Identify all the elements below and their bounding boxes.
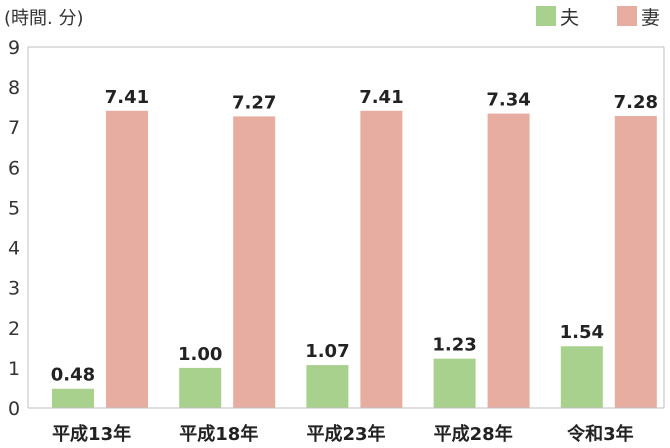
data-label: 7.41 [105,87,149,108]
data-labels: 0.48 7.41 1.00 7.27 1.07 7.41 1.23 7.34 1.54 7.28 [51,87,658,386]
bar-wife [487,113,530,408]
bars [52,110,657,409]
bar-husband [433,358,476,408]
y-tick-label: 3 [8,278,20,300]
x-category-label: 平成18年 [179,423,258,445]
bar-husband [179,367,222,408]
y-tick-label: 2 [8,318,20,340]
data-label: 1.00 [178,344,222,365]
data-label: 7.27 [232,92,276,113]
legend-swatch-husband [536,6,556,26]
y-tick-label: 0 [8,398,20,420]
unit-label: (時間. 分) [4,8,84,29]
y-tick-label: 6 [8,157,20,179]
x-category-label: 平成23年 [306,423,385,445]
data-label: 7.34 [486,90,530,111]
data-label: 7.41 [359,87,403,108]
legend: 夫 妻 [536,6,660,29]
legend-swatch-wife [617,6,637,26]
x-axis-labels: 平成13年 平成18年 平成23年 平成28年 令和3年 [52,423,634,445]
bar-husband [306,365,349,408]
y-axis-ticks: 0 1 2 3 4 5 6 7 8 9 [8,37,20,420]
data-label: 7.28 [614,92,658,113]
x-category-label: 令和3年 [566,423,634,445]
bar-wife [614,115,657,408]
y-tick-label: 1 [8,358,20,380]
data-label: 1.54 [560,322,604,343]
data-label: 1.23 [432,335,476,356]
y-tick-label: 5 [8,197,20,219]
legend-label-wife: 妻 [641,7,660,29]
bar-wife [233,116,276,409]
y-tick-label: 8 [8,77,20,99]
x-category-label: 平成28年 [434,423,513,445]
x-category-label: 平成13年 [52,423,131,445]
y-tick-label: 4 [8,238,20,260]
data-label: 0.48 [51,365,95,386]
data-label: 1.07 [305,341,349,362]
bar-wife [360,110,403,408]
bar-wife [106,110,148,408]
bar-husband [560,346,603,408]
y-tick-label: 9 [8,37,20,59]
y-tick-label: 7 [8,117,20,139]
legend-label-husband: 夫 [560,7,579,29]
bar-husband [52,388,94,408]
